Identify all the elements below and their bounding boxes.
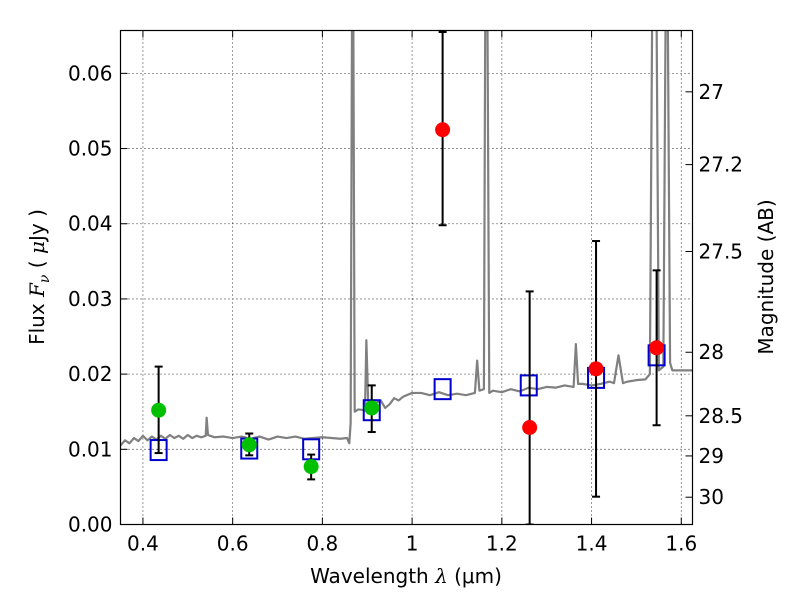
x-tick-label: 0.4: [127, 532, 159, 556]
plot-area: [120, 30, 693, 525]
x-tick-label: 0.6: [217, 532, 249, 556]
axis-ticks: 0.4 0.6 0.8 1 1.2 1.4 1.6 0.00 0.01 0.02 0.03 0.04 0…: [68, 30, 744, 556]
nir-measurement-marker: [435, 122, 451, 138]
x-tick-label: 0.8: [306, 532, 338, 556]
x-axis-label: Wavelength λ (μm): [310, 564, 502, 588]
nir-measurement-marker: [649, 340, 665, 356]
y-tick-label: 0.01: [68, 437, 113, 461]
x-tick-label: 1: [406, 532, 419, 556]
detection-marker: [303, 459, 319, 475]
x-tick-label: 1.2: [486, 532, 518, 556]
detection-marker: [151, 402, 167, 418]
plot-frame: [119, 29, 694, 526]
detection-marker: [241, 437, 257, 453]
y2-tick-label: 30: [699, 485, 724, 509]
y2-tick-label: 27.5: [699, 240, 744, 264]
y2-tick-label: 29: [699, 444, 724, 468]
detection-marker: [364, 400, 380, 416]
y-tick-label: 0.00: [68, 513, 113, 537]
y-tick-label: 0.02: [68, 362, 113, 386]
y-tick-label: 0.05: [68, 137, 113, 161]
x-tick-label: 1.6: [665, 532, 697, 556]
y2-axis-label: Magnitude (AB): [754, 199, 778, 354]
y-axis-label: Flux Fν ( μJy ): [25, 209, 53, 345]
y2-tick-label: 28.5: [699, 404, 744, 428]
y-tick-label: 0.06: [68, 61, 113, 85]
spectrum-line: [120, 30, 693, 447]
y2-tick-label: 27.2: [699, 153, 744, 177]
y-tick-label: 0.03: [68, 287, 113, 311]
model-photometry-marker: [433, 378, 452, 401]
x-tick-label: 1.4: [576, 532, 608, 556]
nir-measurement-marker: [588, 361, 604, 377]
nir-measurement-marker: [522, 420, 538, 436]
y2-tick-label: 27: [699, 80, 724, 104]
y2-tick-label: 28: [699, 340, 724, 364]
y-tick-label: 0.04: [68, 212, 113, 236]
